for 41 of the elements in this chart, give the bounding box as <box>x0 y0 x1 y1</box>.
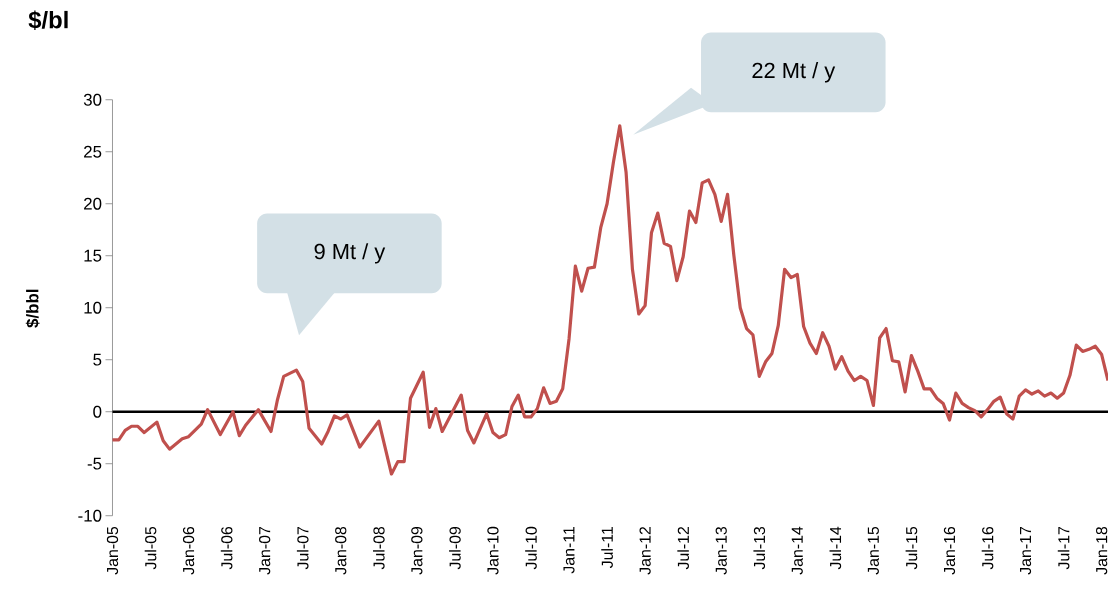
x-tick-label: Jul-09 <box>449 526 461 570</box>
text: 22 Mt / y <box>752 61 836 83</box>
y-tick-label: -10 <box>78 509 102 522</box>
line-series <box>110 123 1108 476</box>
x-tick-label: Jul-12 <box>677 526 689 570</box>
x-tick-label: Jan-09 <box>411 526 423 575</box>
y-axis-title: $/bbl <box>25 289 40 328</box>
x-tick-label: Jan-18 <box>1096 526 1108 575</box>
y-tick-label: 20 <box>84 197 102 210</box>
y-tick-label: 25 <box>84 145 102 158</box>
x-tick-label: Jul-11 <box>601 526 613 568</box>
x-tick-label: Jul-06 <box>220 526 233 570</box>
x-tick-label: Jul-15 <box>905 526 918 570</box>
x-tick-label: Jul-16 <box>981 526 994 570</box>
x-tick-label: Jan-14 <box>791 526 803 575</box>
x-tick-label: Jan-16 <box>943 526 956 575</box>
x-tick-label: Jul-08 <box>372 526 385 570</box>
y-tick-label: -5 <box>87 457 102 470</box>
chart-title: $/bl <box>28 10 68 30</box>
x-tick-label: Jan-08 <box>335 526 347 575</box>
x-tick-label: Jan-15 <box>867 526 879 575</box>
x-tick-label: Jan-06 <box>182 526 195 575</box>
x-tick-label: Jan-12 <box>639 526 651 575</box>
x-tick-label: Jan-11 <box>563 526 575 574</box>
x-tick-label: Jan-17 <box>1020 526 1032 575</box>
x-tick-label: Jul-10 <box>525 526 537 570</box>
annotation: 9 Mt / y <box>314 242 386 264</box>
x-tick-label: Jul-05 <box>144 526 157 570</box>
x-tick-label: Jul-07 <box>296 526 309 570</box>
x-tick-label: Jan-07 <box>259 526 271 575</box>
x-tick-label: Jan-05 <box>106 526 119 575</box>
x-tick-label: Jul-17 <box>1057 526 1070 570</box>
y-tick-label: 30 <box>83 93 102 106</box>
x-tick-label: Jul-13 <box>753 526 766 570</box>
x-tick-label: Jan-10 <box>487 526 499 575</box>
y-tick-label: 5 <box>93 353 102 366</box>
x-tick-label: Jul-14 <box>829 526 842 570</box>
y-tick-label: 0 <box>93 405 102 418</box>
y-tick-label: 10 <box>84 301 102 314</box>
y-tick-label: 15 <box>84 249 102 262</box>
x-tick-label: Jan-13 <box>715 526 727 575</box>
